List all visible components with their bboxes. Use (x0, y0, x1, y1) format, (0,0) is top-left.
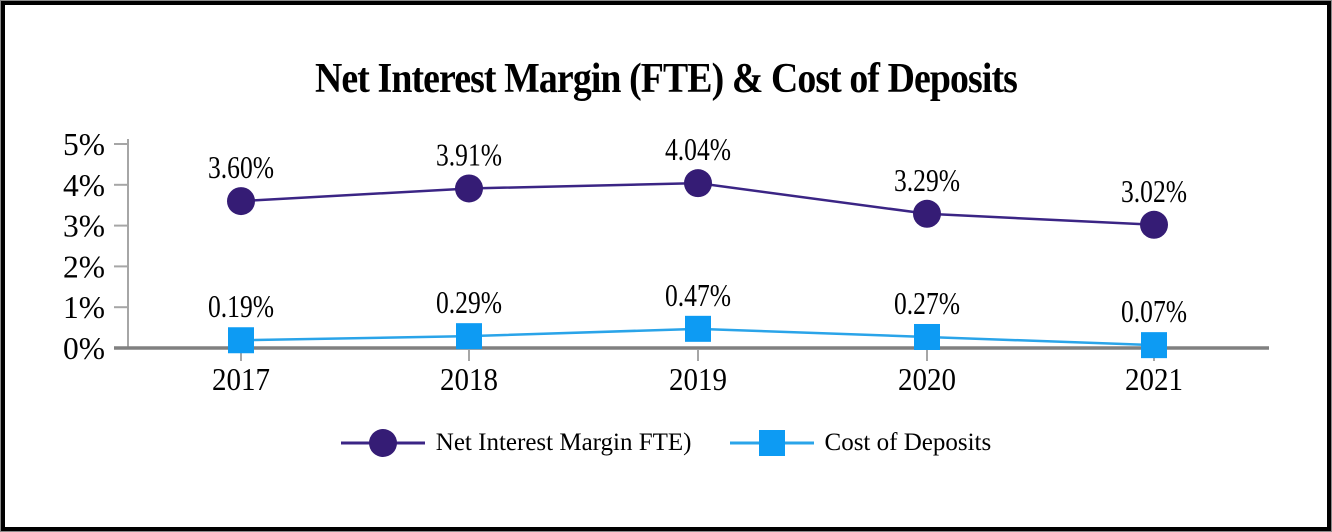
y-axis-label: 5% (63, 126, 105, 162)
line-square-marker-icon (729, 430, 814, 456)
x-axis-label: 2020 (898, 361, 956, 397)
plot-area: 0% 1% 2% 3% 4% 5% 2017 2018 2019 2020 2021 3.60% 3.9… (63, 126, 1269, 397)
data-point-square (228, 327, 254, 354)
y-axis-label: 3% (63, 208, 105, 244)
data-point-circle (1140, 210, 1168, 239)
data-point-square (456, 323, 482, 350)
legend: Net Interest Margin FTE) Cost of Deposit… (1, 425, 1331, 461)
data-point-square (1141, 332, 1167, 359)
data-label: 0.19% (208, 288, 274, 324)
y-axis-label: 0% (63, 330, 105, 366)
legend-square-marker (758, 430, 785, 456)
legend-item-net-interest-margin: Net Interest Margin FTE) (340, 425, 692, 461)
legend-circle-marker (368, 429, 397, 457)
legend-item-cost-of-deposits: Cost of Deposits (729, 425, 992, 461)
x-axis-label: 2017 (212, 361, 270, 397)
data-label: 4.04% (665, 131, 731, 167)
data-point-circle (684, 169, 712, 198)
data-label: 0.29% (436, 284, 502, 320)
y-axis-label: 1% (63, 289, 105, 325)
y-axis-label: 4% (63, 167, 105, 203)
data-label: 0.47% (665, 277, 731, 313)
data-point-square (914, 323, 940, 350)
legend-label-cost-of-deposits: Cost of Deposits (824, 429, 992, 456)
data-label: 3.29% (894, 162, 960, 198)
data-point-square (685, 315, 711, 342)
y-axis-label: 2% (63, 248, 105, 284)
chart-title: Net Interest Margin (FTE) & Cost of Depo… (315, 56, 1018, 102)
x-axis-label: 2018 (440, 361, 498, 397)
x-axis-label: 2021 (1125, 361, 1183, 397)
data-label: 3.02% (1121, 173, 1187, 209)
data-label: 0.07% (1121, 293, 1187, 329)
line-circle-marker-icon (340, 429, 425, 457)
data-point-circle (455, 174, 483, 203)
data-point-circle (913, 199, 941, 228)
data-label: 3.60% (208, 149, 274, 185)
data-label: 0.27% (894, 285, 960, 321)
legend-label-net-interest-margin: Net Interest Margin FTE) (435, 429, 692, 456)
data-point-circle (227, 187, 255, 216)
data-label: 3.91% (436, 136, 502, 172)
x-axis-label: 2019 (669, 361, 727, 397)
